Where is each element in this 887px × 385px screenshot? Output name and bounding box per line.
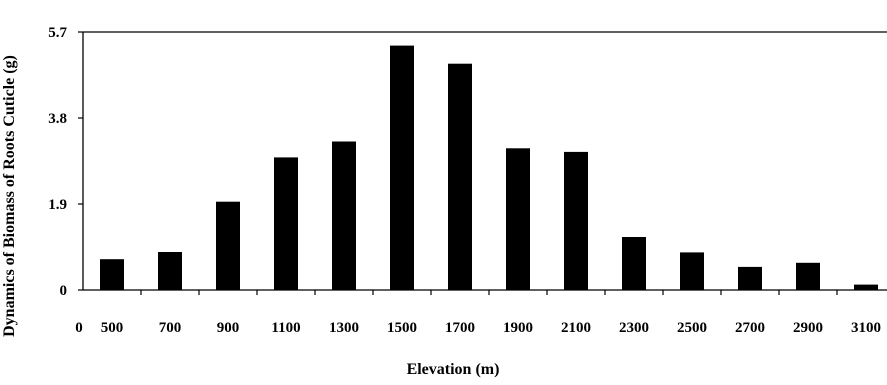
x-tick-label: 1300 [329,320,359,336]
bar-1900 [506,148,530,290]
x-tick-label: 2700 [735,320,765,336]
bar-1100 [274,157,298,290]
x-tick-label: 3100 [851,320,881,336]
x-tick-label: 2500 [677,320,707,336]
bar-3100 [854,284,878,290]
x-tick-label: 2100 [561,320,591,336]
x-axis-label: Elevation (m) [407,361,500,378]
bars-group [100,45,878,291]
y-ticks-group: 0 1.9 3.8 5.7 [48,25,83,299]
x-tick-label: 1700 [445,320,475,336]
bar-1700 [448,63,472,291]
x-origin-label: 0 [75,320,83,336]
x-tick-label: 900 [217,320,240,336]
x-tick-label: 700 [159,320,182,336]
y-tick-label: 1.9 [48,197,67,213]
bar-900 [216,201,240,290]
bar-2500 [680,252,704,290]
bar-1500 [390,45,414,290]
x-tick-label: 2900 [793,320,823,336]
x-tick-label: 1900 [503,320,533,336]
bar-1300 [332,141,356,290]
y-tick-label: 3.8 [48,111,67,127]
bar-2700 [738,266,762,290]
x-tick-label: 500 [101,320,124,336]
bar-2300 [622,237,646,290]
x-ticks-group: 500 700 900 1100 1300 1500 1700 1900 2100 2300 250… [75,290,881,336]
y-tick-label: 0 [60,283,68,299]
bar-2100 [564,151,588,290]
y-tick-label: 5.7 [48,25,67,41]
bar-2900 [796,262,820,290]
x-tick-label: 1100 [271,320,300,336]
x-tick-label: 2300 [619,320,649,336]
y-axis-label: Dynamics of Biomass of Roots Cuticle (g) [1,55,18,337]
x-tick-label: 1500 [387,320,417,336]
bar-700 [158,252,182,290]
bar-500 [100,259,124,290]
